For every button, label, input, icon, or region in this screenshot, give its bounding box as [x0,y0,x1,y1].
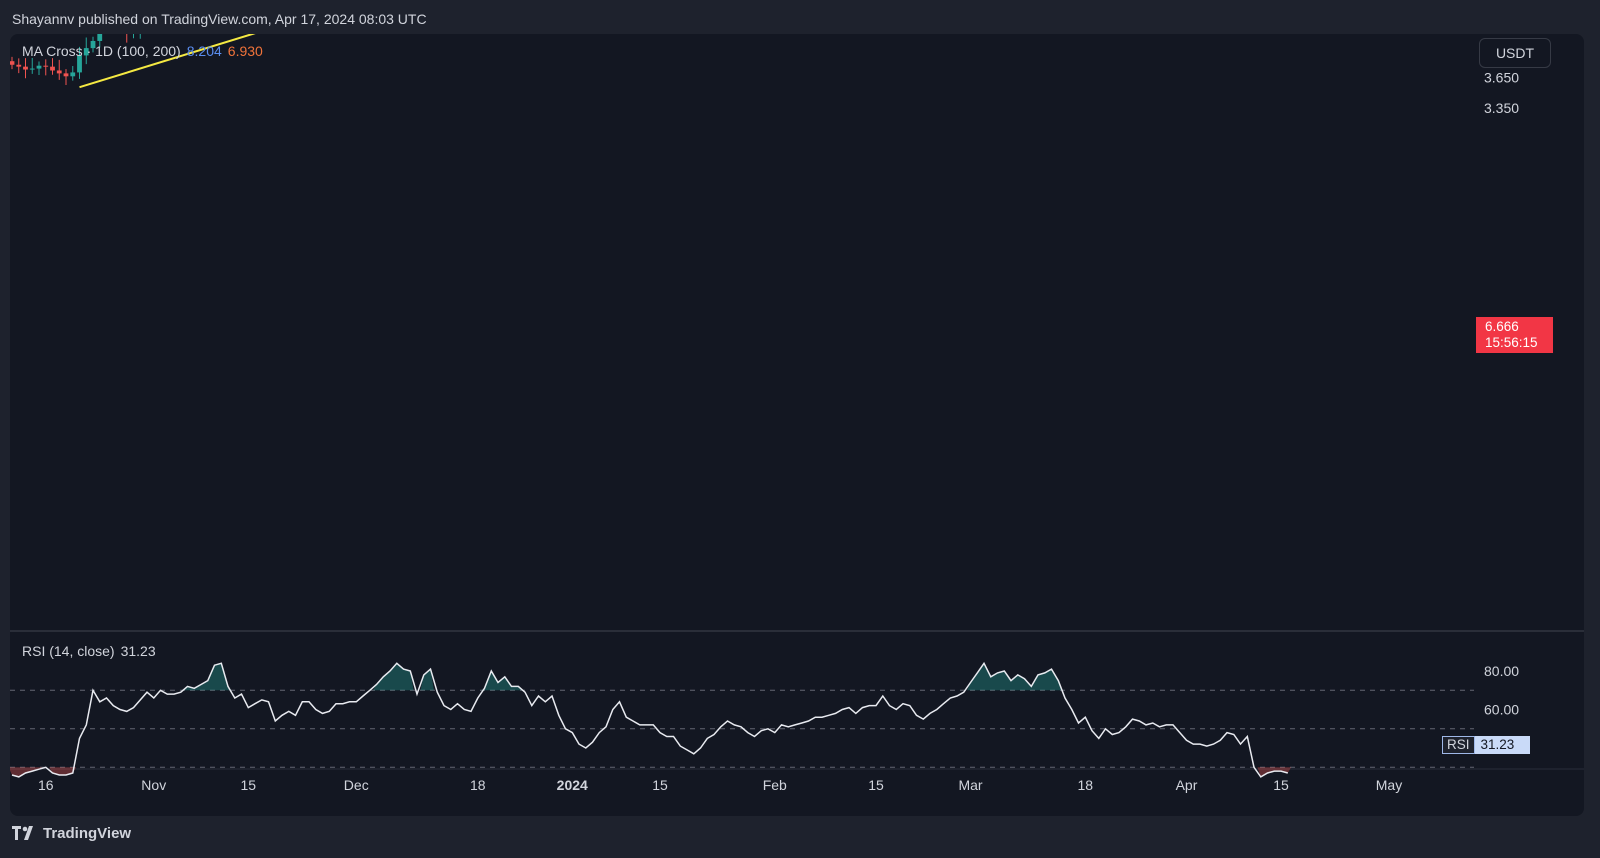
time-tick-label: 2024 [557,777,588,793]
tradingview-brand[interactable]: TradingView [43,824,132,842]
axes: 11.00010.0009.0008.0007.0006.0005.4004.8… [38,37,1519,793]
trendline [79,34,256,89]
rsi-legend[interactable]: RSI (14, close) 31.23 [22,643,156,659]
rsi-value-tag: RSI 31.23 [1442,736,1530,754]
candle-body [70,72,76,77]
time-tick-label: Feb [763,777,787,793]
bar-countdown: 15:56:15 [1485,335,1538,350]
candle-body [29,68,35,70]
chart-frame[interactable]: 11.00010.0009.0008.0007.0006.0005.4004.8… [10,34,1584,816]
rsi-overbought-fill [373,663,414,691]
top-bar: Shayannv published on TradingView.com, A… [0,0,1600,34]
rsi-overbought-fill [420,669,434,691]
time-tick-label: 15 [240,777,256,793]
ma100-value: 8.204 [186,43,222,59]
rsi-overbought-fill [967,663,1062,691]
time-tick-label: 15 [652,777,668,793]
legend-label: MA Cross · 1D (100, 200) [22,43,181,59]
currency-button[interactable]: USDT [1479,38,1551,68]
candle-body [43,65,49,67]
rsi-legend-label: RSI (14, close) [22,643,115,659]
grid-lines [10,630,1584,770]
time-tick-label: 18 [470,777,486,793]
price-tick-label: 3.350 [1484,100,1519,116]
time-tick-label: 16 [38,777,54,793]
candle-body [56,70,62,74]
candle-body [83,48,89,56]
candle-body [90,40,96,49]
candle-body [50,66,55,71]
candle-body [23,66,28,70]
trendline-layer [79,34,256,89]
time-tick-label: 15 [1273,777,1289,793]
candle-body [10,61,15,65]
rsi-oversold-fill [1257,767,1292,777]
chart-svg[interactable]: 11.00010.0009.0008.0007.0006.0005.4004.8… [10,34,1584,816]
footer: TradingView [12,820,131,846]
candle-body [16,64,22,67]
candle-body [77,55,82,73]
rsi-tick-label: 60.00 [1484,702,1519,718]
indicator-legend[interactable]: MA Cross · 1D (100, 200) 8.204 6.930 [22,43,263,59]
rsi-overbought-fill [184,663,232,691]
time-tick-label: Nov [141,777,166,793]
rsi-pane [10,661,1474,778]
time-tick-label: May [1376,777,1402,793]
ma200-value: 6.930 [227,43,263,59]
last-price-tag: 6.666 15:56:15 [1476,317,1553,353]
rsi-line [11,661,1289,778]
rsi-tag-value: 31.23 [1474,736,1530,754]
rsi-oversold-fill [49,767,77,775]
rsi-tag-label: RSI [1442,736,1475,754]
last-price: 6.666 [1485,319,1519,334]
candle-body [36,65,42,69]
candle-body [63,73,69,77]
candle-body [97,34,103,41]
time-tick-label: 15 [868,777,884,793]
time-tick-label: 18 [1077,777,1093,793]
tradingview-logo-icon[interactable] [12,825,38,841]
price-tick-label: 3.650 [1484,69,1519,85]
rsi-tick-label: 80.00 [1484,663,1519,679]
time-tick-label: Dec [344,777,369,793]
candles [10,34,141,85]
time-tick-label: Apr [1176,777,1198,793]
publisher-info: Shayannv published on TradingView.com, A… [12,11,427,27]
time-tick-label: Mar [958,777,982,793]
rsi-legend-value: 31.23 [120,643,156,659]
